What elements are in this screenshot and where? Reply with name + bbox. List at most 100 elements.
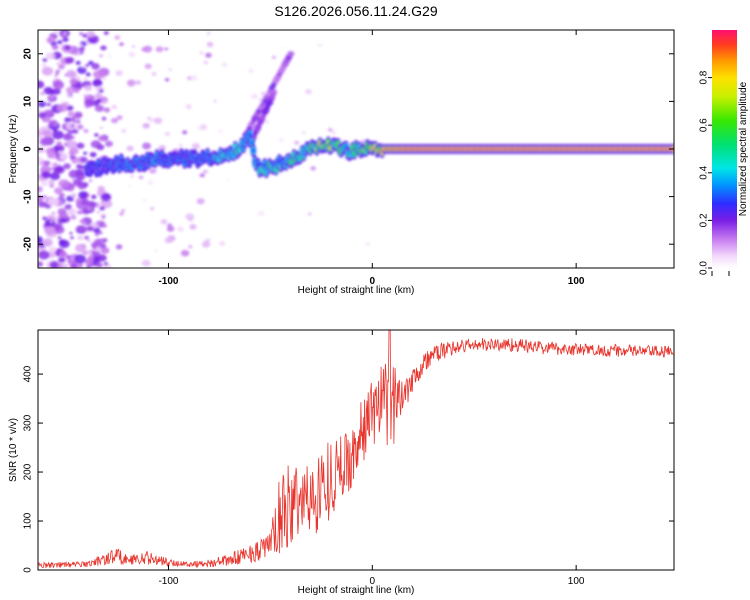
noise-blob (51, 211, 56, 215)
noise-blob (201, 241, 211, 248)
spectrogram-heatmap (38, 30, 674, 268)
noise-blob (41, 63, 47, 68)
noise-blob (294, 140, 300, 145)
noise-blob (58, 193, 65, 198)
noise-blob (69, 263, 78, 268)
noise-blob (83, 151, 88, 155)
noise-blob (103, 31, 109, 35)
noise-blob (114, 35, 121, 40)
snr-panel: -100 0 100 0 100 200 300 400 Height of straight… (8, 329, 675, 596)
y-tick-label: 100 (23, 512, 34, 529)
x-tick-label: 0 (370, 276, 376, 287)
noise-blob (70, 183, 76, 188)
noise-blob (91, 194, 97, 199)
noise-blob (84, 227, 89, 231)
y-tick-label: 400 (23, 365, 34, 382)
noise-blob (49, 261, 60, 268)
noise-blob (327, 128, 333, 132)
noise-blob (189, 224, 197, 230)
colorbar-label: Normalized spectral amplitude (738, 81, 749, 216)
spectrogram-noise (38, 30, 371, 268)
noise-blob (138, 175, 144, 180)
noise-blob (49, 184, 55, 188)
noise-blob (50, 167, 54, 170)
noise-blob (149, 168, 157, 174)
noise-blob (94, 238, 102, 245)
noise-blob (147, 117, 151, 119)
noise-blob (48, 36, 56, 43)
noise-blob (38, 186, 43, 193)
noise-blob (42, 195, 47, 199)
noise-blob (62, 37, 69, 42)
noise-blob (64, 117, 72, 123)
noise-blob (63, 32, 67, 35)
noise-blob (54, 123, 58, 126)
noise-blob (38, 201, 47, 208)
noise-blob (178, 143, 183, 147)
noise-blob (78, 50, 84, 55)
noise-blob (111, 104, 117, 110)
noise-blob (86, 225, 94, 232)
noise-blob (43, 86, 54, 95)
noise-blob (102, 238, 108, 243)
noise-blob (100, 193, 112, 202)
noise-blob (78, 191, 88, 199)
noise-blob (54, 75, 58, 78)
y-tick-label: 300 (23, 414, 34, 431)
noise-blob (41, 66, 54, 76)
noise-blob (153, 117, 163, 124)
noise-blob (192, 143, 200, 150)
noise-blob (182, 130, 188, 135)
noise-blob (48, 152, 57, 159)
y-tick-label: 0 (23, 567, 34, 573)
noise-blob (42, 238, 53, 247)
noise-blob (82, 221, 87, 226)
noise-blob (258, 210, 265, 217)
noise-blob (73, 88, 80, 93)
noise-blob (135, 80, 142, 85)
noise-blob (61, 218, 66, 222)
noise-blob (164, 237, 173, 244)
noise-blob (166, 226, 175, 232)
noise-blob (48, 179, 55, 185)
ridge-core (249, 140, 254, 145)
noise-blob (38, 250, 50, 260)
noise-blob (265, 120, 269, 123)
colorbar-tick-label: 0.0 (699, 261, 710, 275)
noise-blob (38, 109, 41, 112)
noise-blob (251, 93, 258, 99)
noise-blob (99, 126, 103, 129)
noise-blob (279, 138, 284, 142)
noise-blob (199, 173, 205, 178)
colorbar-gradient (712, 30, 737, 268)
noise-blob (144, 63, 152, 69)
noise-blob (105, 140, 113, 147)
noise-blob (69, 78, 78, 85)
noise-blob (96, 262, 103, 268)
noise-blob (49, 172, 60, 181)
noise-blob (365, 241, 371, 246)
noise-blob (84, 85, 93, 92)
snr-line (38, 330, 674, 569)
noise-blob (121, 209, 125, 213)
noise-blob (67, 259, 75, 265)
noise-blob (126, 145, 134, 152)
noise-blob (44, 109, 55, 118)
noise-blob (121, 128, 127, 133)
noise-blob (67, 111, 76, 117)
noise-blob (227, 178, 230, 181)
noise-blob (86, 206, 93, 211)
noise-blob (218, 130, 223, 133)
colorbar-tick-label: 0.4 (699, 165, 710, 179)
colorbar-tick-label: 0.6 (699, 118, 710, 132)
noise-blob (73, 111, 83, 119)
noise-blob (100, 247, 110, 254)
noise-blob (119, 42, 124, 46)
noise-blob (66, 105, 74, 111)
noise-blob (80, 198, 90, 206)
snr-xlabel: Height of straight line (km) (298, 585, 415, 596)
noise-blob (203, 60, 208, 65)
noise-blob (101, 116, 107, 121)
noise-blob (199, 51, 204, 55)
noise-blob (83, 129, 89, 133)
